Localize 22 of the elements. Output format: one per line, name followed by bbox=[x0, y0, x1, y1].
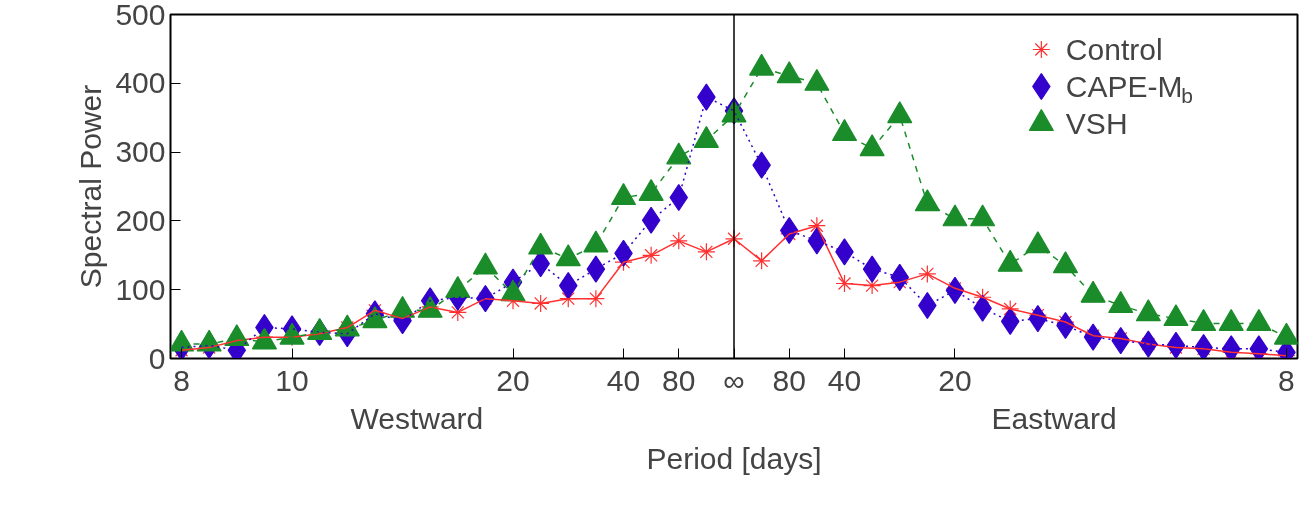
x-tick-label: 40 bbox=[606, 363, 641, 397]
y-tick-label: 0 bbox=[148, 341, 166, 375]
y-tick-label: 300 bbox=[115, 135, 166, 169]
x-tick-label: ∞ bbox=[723, 363, 745, 397]
text: Westward bbox=[350, 401, 484, 435]
x-tick-label: 40 bbox=[827, 363, 862, 397]
y-tick-label: 200 bbox=[115, 203, 166, 237]
y-axis-title: Spectral Power bbox=[74, 84, 108, 289]
text: Eastward bbox=[991, 401, 1117, 435]
x-tick-label: 10 bbox=[275, 363, 309, 397]
x-tick-label: 20 bbox=[496, 363, 530, 397]
y-tick-label: 100 bbox=[115, 272, 166, 306]
x-tick-label: 8 bbox=[173, 363, 190, 397]
x-tick-label: 80 bbox=[662, 363, 696, 397]
x-tick-label: 20 bbox=[938, 363, 972, 397]
x-tick-label: 80 bbox=[772, 363, 806, 397]
x-tick-label: 8 bbox=[1278, 363, 1295, 397]
y-tick-label: 500 bbox=[115, 0, 166, 31]
legend-label: Control bbox=[1065, 33, 1163, 66]
x-axis-title: Period [days] bbox=[646, 441, 822, 475]
legend-label: VSH bbox=[1065, 107, 1128, 140]
y-tick-label: 400 bbox=[115, 66, 166, 100]
